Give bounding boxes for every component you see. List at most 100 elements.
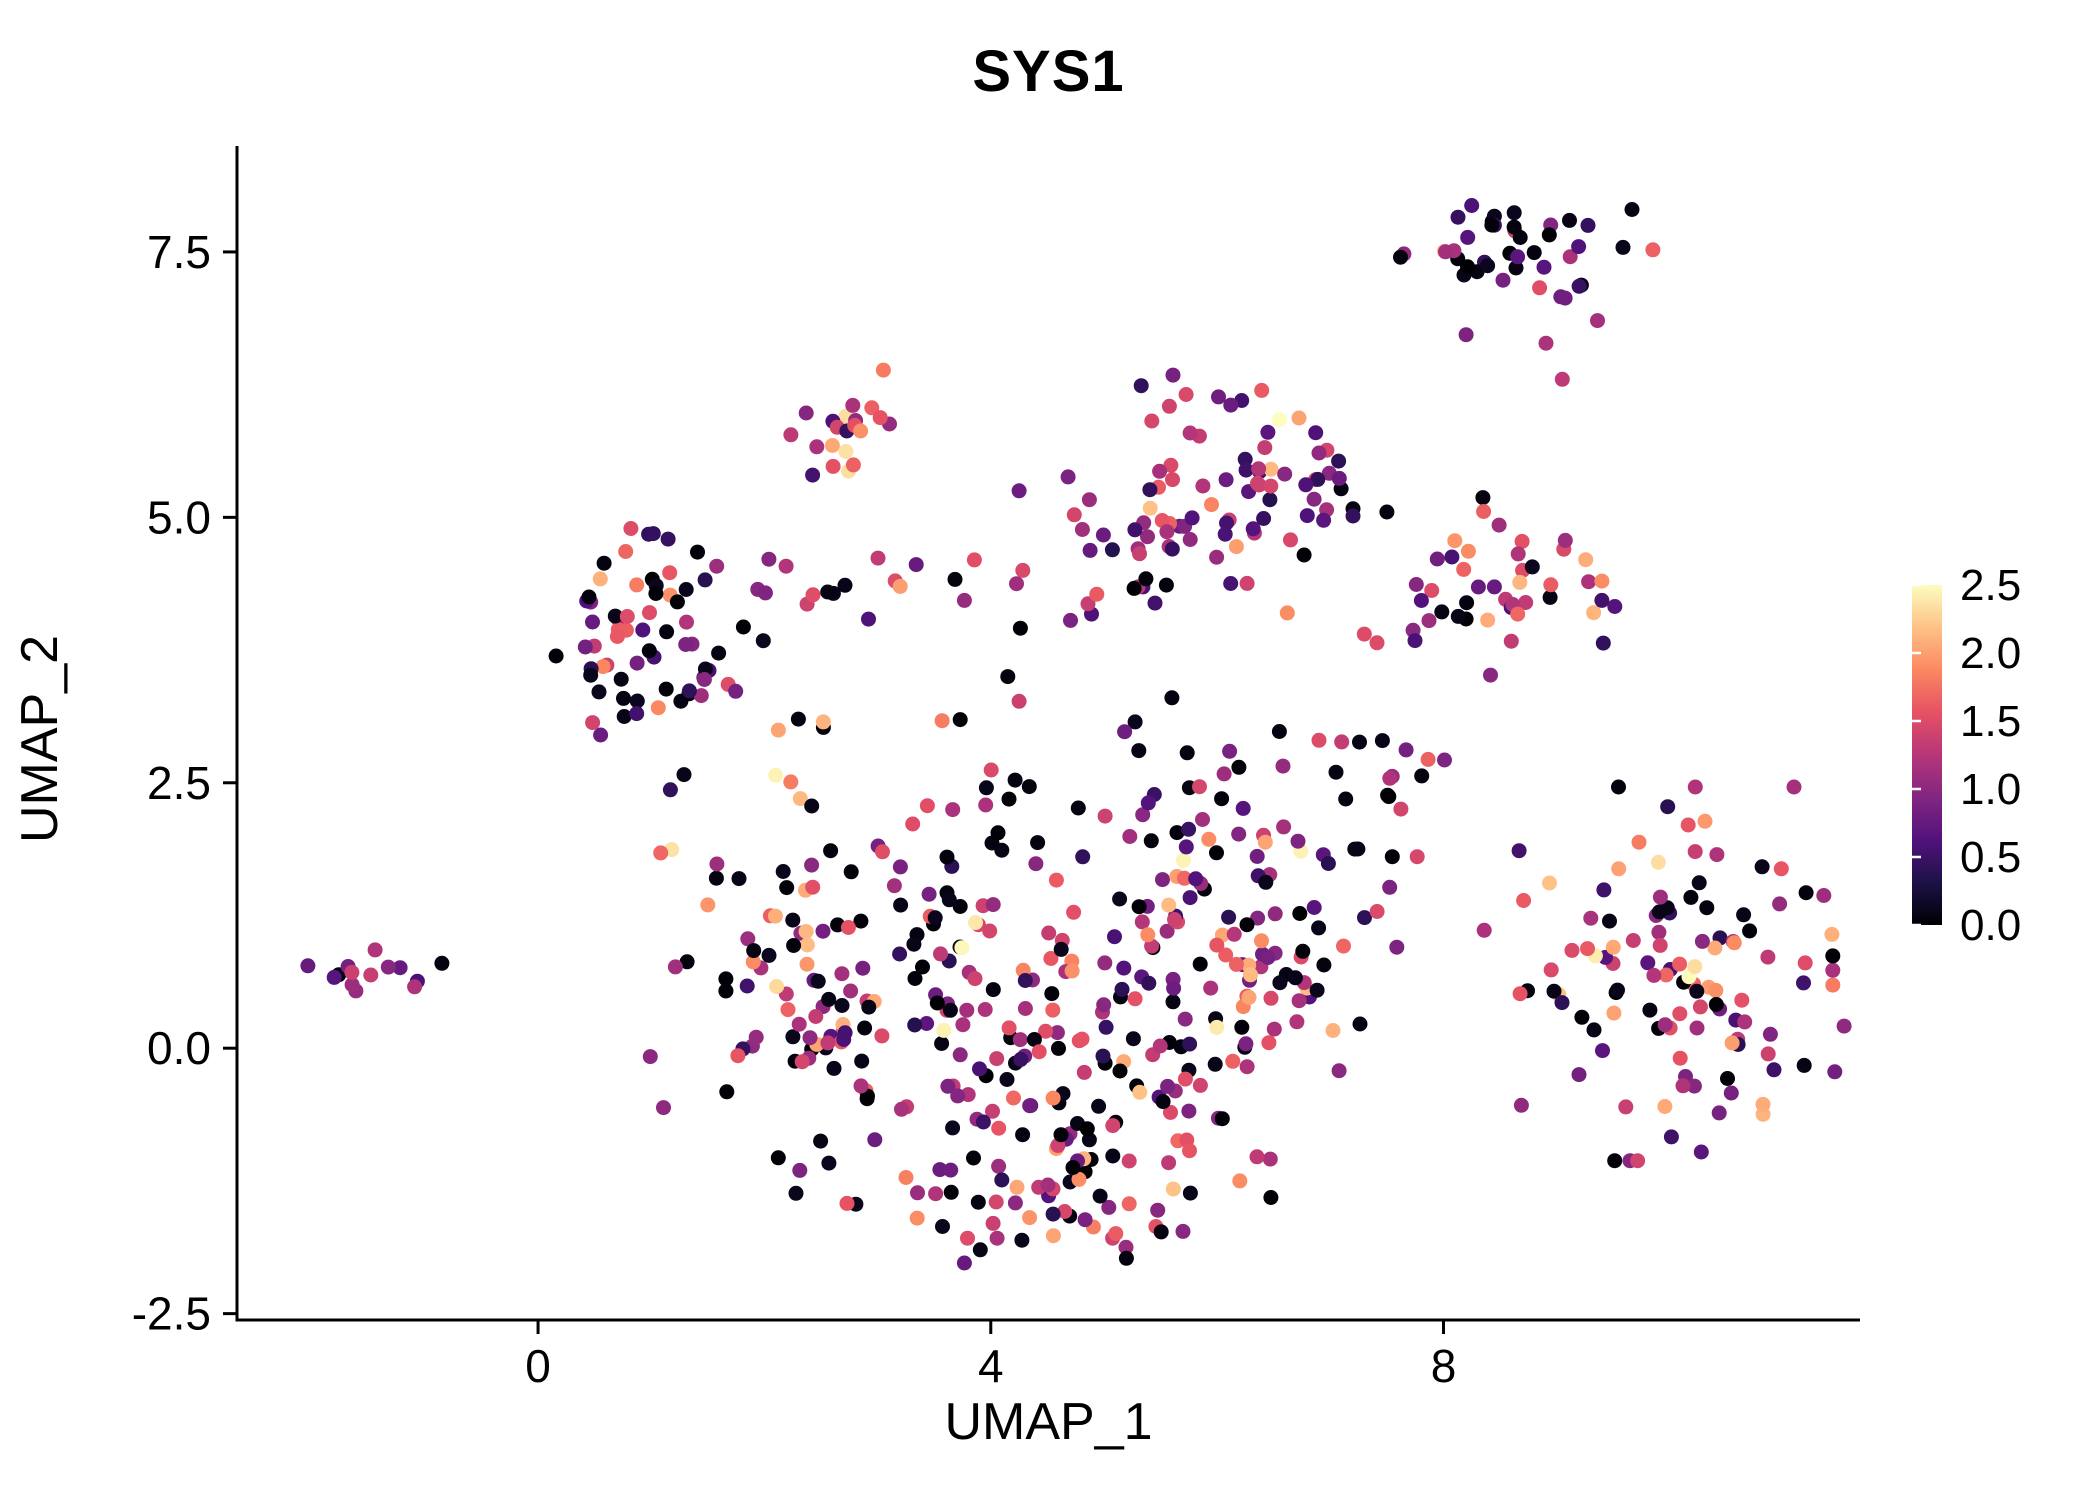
- data-point: [662, 565, 678, 581]
- data-point: [853, 1078, 869, 1094]
- data-point: [1112, 1063, 1128, 1079]
- data-point: [1150, 1202, 1166, 1218]
- data-point: [1290, 833, 1306, 849]
- data-point: [915, 959, 930, 975]
- data-point: [1241, 989, 1257, 1005]
- data-point: [679, 954, 695, 970]
- data-point: [407, 979, 423, 995]
- data-point: [892, 578, 908, 594]
- data-point: [1657, 1017, 1673, 1033]
- data-point: [1097, 955, 1113, 971]
- data-point: [1651, 904, 1667, 920]
- data-point: [999, 1072, 1015, 1087]
- data-point: [1092, 1188, 1108, 1204]
- data-point: [1590, 313, 1605, 329]
- data-point: [1165, 472, 1180, 488]
- data-point: [853, 913, 869, 929]
- data-point: [956, 1255, 972, 1271]
- data-point: [1532, 280, 1548, 296]
- data-point: [1510, 606, 1526, 622]
- y-tick-label: -2.5: [132, 1288, 211, 1340]
- data-point: [1007, 772, 1023, 788]
- points-layer: [300, 198, 1852, 1271]
- data-point: [1309, 982, 1325, 998]
- data-point: [1017, 1001, 1033, 1016]
- data-point: [1051, 1040, 1066, 1056]
- data-point: [1296, 547, 1312, 563]
- data-point: [1413, 593, 1429, 608]
- data-point: [785, 1029, 801, 1045]
- data-point: [708, 870, 724, 886]
- data-point: [978, 797, 994, 813]
- data-point: [798, 405, 814, 421]
- data-point: [1245, 521, 1261, 537]
- data-point: [1121, 1196, 1137, 1212]
- data-point: [1651, 924, 1667, 940]
- data-point: [1697, 813, 1713, 829]
- data-point: [1015, 562, 1031, 578]
- data-point: [1195, 812, 1210, 827]
- data-point: [1476, 504, 1492, 519]
- data-point: [629, 693, 645, 709]
- data-point: [618, 544, 634, 559]
- data-point: [1389, 939, 1405, 955]
- data-point: [1095, 527, 1111, 543]
- data-point: [921, 886, 937, 902]
- y-tick-label: 0.0: [147, 1022, 211, 1074]
- data-point: [1228, 539, 1244, 555]
- x-axis-label: UMAP_1: [944, 1393, 1153, 1451]
- data-point: [697, 572, 713, 588]
- data-point: [1161, 398, 1177, 414]
- data-point: [607, 608, 623, 624]
- data-point: [1663, 1129, 1679, 1145]
- data-point: [1345, 508, 1361, 524]
- data-point: [434, 955, 450, 971]
- data-point: [1013, 1051, 1029, 1067]
- data-point: [731, 871, 747, 887]
- data-point: [1646, 967, 1662, 983]
- data-point: [1816, 888, 1832, 903]
- data-point: [839, 1195, 855, 1211]
- data-point: [1001, 791, 1017, 807]
- data-point: [1266, 1021, 1282, 1037]
- data-point: [1512, 986, 1528, 1002]
- data-point: [798, 924, 814, 939]
- data-point: [1672, 1006, 1688, 1022]
- data-point: [1320, 856, 1336, 871]
- data-point: [1237, 451, 1253, 467]
- data-point: [1070, 800, 1086, 816]
- data-point: [1720, 1071, 1735, 1086]
- data-point: [1209, 937, 1225, 953]
- data-point: [1295, 943, 1311, 959]
- data-point: [1827, 1064, 1843, 1080]
- data-point: [874, 1028, 890, 1044]
- data-point: [770, 722, 786, 738]
- data-point: [1421, 613, 1437, 629]
- data-point: [954, 940, 970, 956]
- data-point: [845, 397, 861, 413]
- data-point: [983, 762, 999, 778]
- data-point: [1694, 933, 1710, 949]
- data-point: [909, 1210, 925, 1226]
- data-point: [1218, 472, 1234, 488]
- data-point: [985, 1103, 1000, 1119]
- data-point: [1444, 549, 1460, 565]
- data-point: [892, 946, 908, 962]
- data-point: [838, 444, 854, 459]
- data-point: [1606, 1005, 1622, 1021]
- data-point: [1707, 940, 1723, 956]
- data-point: [1142, 500, 1158, 516]
- data-point: [783, 427, 799, 443]
- data-point: [669, 594, 685, 610]
- data-point: [1007, 1195, 1023, 1211]
- data-point: [659, 624, 675, 640]
- data-point: [988, 1194, 1004, 1210]
- data-point: [1645, 242, 1661, 258]
- data-point: [821, 1155, 837, 1171]
- data-point: [1760, 949, 1776, 965]
- data-point: [623, 521, 639, 536]
- data-point: [1657, 1099, 1673, 1114]
- data-point: [1257, 834, 1273, 850]
- data-point: [1272, 975, 1288, 991]
- data-point: [1773, 861, 1789, 877]
